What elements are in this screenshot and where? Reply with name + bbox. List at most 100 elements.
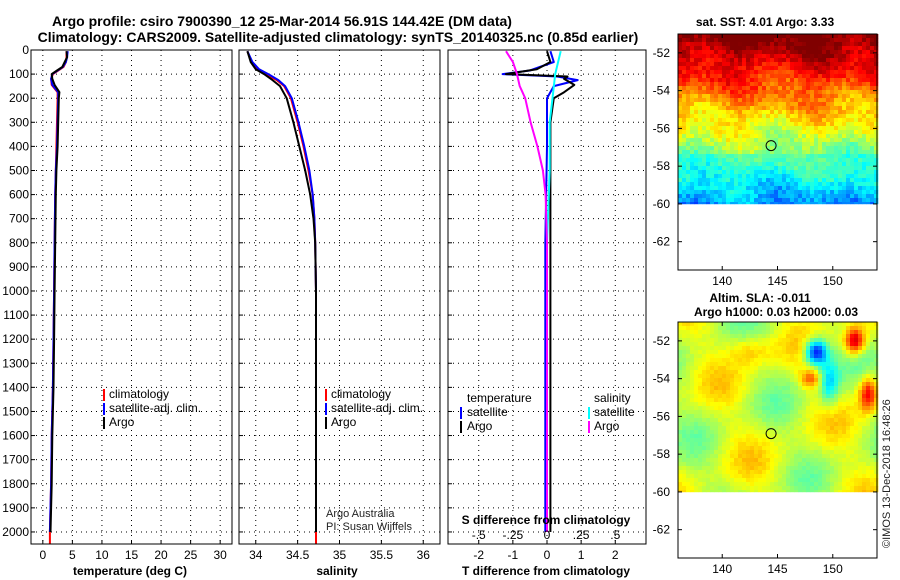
heatmap-cell bbox=[870, 186, 875, 191]
heatmap-cell bbox=[726, 138, 731, 143]
heatmap-cell bbox=[774, 442, 779, 447]
heatmap-cell bbox=[770, 34, 775, 39]
heatmap-cell bbox=[782, 182, 787, 187]
series-line-temperature-argo bbox=[505, 50, 576, 532]
heatmap-cell bbox=[774, 418, 779, 423]
heatmap-cell bbox=[790, 406, 795, 411]
heatmap-cell bbox=[818, 334, 823, 339]
heatmap-cell bbox=[842, 178, 847, 183]
heatmap-cell bbox=[850, 38, 855, 43]
heatmap-cell bbox=[690, 154, 695, 159]
heatmap-cell bbox=[722, 34, 727, 39]
heatmap-cell bbox=[818, 482, 823, 487]
heatmap-cell bbox=[778, 354, 783, 359]
heatmap-cell bbox=[790, 442, 795, 447]
heatmap-cell bbox=[738, 346, 743, 351]
heatmap-cell bbox=[790, 202, 795, 205]
heatmap-cell bbox=[734, 450, 739, 455]
heatmap-cell bbox=[798, 106, 803, 111]
heatmap-cell bbox=[734, 66, 739, 71]
heatmap-cell bbox=[742, 86, 747, 91]
heatmap-cell bbox=[802, 98, 807, 103]
heatmap-cell bbox=[730, 486, 735, 491]
heatmap-cell bbox=[874, 474, 879, 479]
heatmap-cell bbox=[810, 478, 815, 483]
heatmap-cell bbox=[702, 490, 707, 493]
heatmap-cell bbox=[806, 66, 811, 71]
heatmap-cell bbox=[730, 490, 735, 493]
heatmap-cell bbox=[686, 426, 691, 431]
heatmap-cell bbox=[690, 142, 695, 147]
heatmap-cell bbox=[838, 338, 843, 343]
heatmap-cell bbox=[850, 434, 855, 439]
heatmap-cell bbox=[806, 130, 811, 135]
heatmap-cell bbox=[710, 402, 715, 407]
heatmap-cell bbox=[818, 58, 823, 63]
heatmap-cell bbox=[822, 350, 827, 355]
heatmap-cell bbox=[702, 338, 707, 343]
heatmap-cell bbox=[862, 358, 867, 363]
heatmap-cell bbox=[710, 138, 715, 143]
heatmap-cell bbox=[774, 118, 779, 123]
heatmap-cell bbox=[794, 58, 799, 63]
heatmap-cell bbox=[866, 78, 871, 83]
heatmap-cell bbox=[758, 70, 763, 75]
heatmap-cell bbox=[806, 338, 811, 343]
xtick-label: 30 bbox=[213, 548, 227, 562]
heatmap-cell bbox=[714, 114, 719, 119]
heatmap-cell bbox=[862, 470, 867, 475]
heatmap-cell bbox=[754, 350, 759, 355]
heatmap-cell bbox=[806, 346, 811, 351]
heatmap-cell bbox=[774, 90, 779, 95]
heatmap-cell bbox=[806, 470, 811, 475]
heatmap-cell bbox=[694, 154, 699, 159]
heatmap-cell bbox=[686, 386, 691, 391]
heatmap-cell bbox=[778, 138, 783, 143]
heatmap-cell bbox=[734, 458, 739, 463]
heatmap-cell bbox=[774, 162, 779, 167]
heatmap-cell bbox=[802, 422, 807, 427]
heatmap-cell bbox=[858, 78, 863, 83]
heatmap-cell bbox=[678, 46, 683, 51]
heatmap-cell bbox=[766, 154, 771, 159]
heatmap-cell bbox=[690, 378, 695, 383]
heatmap-cell bbox=[702, 170, 707, 175]
heatmap-cell bbox=[822, 142, 827, 147]
heatmap-cell bbox=[770, 386, 775, 391]
top-xtick-label: -.5 bbox=[472, 528, 486, 542]
heatmap-cell bbox=[854, 170, 859, 175]
heatmap-cell bbox=[754, 422, 759, 427]
heatmap-cell bbox=[730, 130, 735, 135]
heatmap-cell bbox=[862, 458, 867, 463]
heatmap-cell bbox=[826, 450, 831, 455]
heatmap-cell bbox=[842, 98, 847, 103]
heatmap-cell bbox=[790, 190, 795, 195]
heatmap-cell bbox=[762, 374, 767, 379]
heatmap-cell bbox=[778, 326, 783, 331]
heatmap-cell bbox=[802, 486, 807, 491]
heatmap-cell bbox=[822, 418, 827, 423]
heatmap-cell bbox=[782, 178, 787, 183]
heatmap-cell bbox=[822, 438, 827, 443]
heatmap-cell bbox=[794, 422, 799, 427]
heatmap-cell bbox=[794, 182, 799, 187]
heatmap-cell bbox=[746, 474, 751, 479]
heatmap-cell bbox=[850, 478, 855, 483]
heatmap-cell bbox=[870, 162, 875, 167]
heatmap-cell bbox=[742, 38, 747, 43]
heatmap-cell bbox=[714, 346, 719, 351]
heatmap-cell bbox=[850, 442, 855, 447]
heatmap-cell bbox=[746, 398, 751, 403]
heatmap-cell bbox=[770, 170, 775, 175]
heatmap-cell bbox=[834, 198, 839, 203]
heatmap-cell bbox=[710, 406, 715, 411]
heatmap-cell bbox=[866, 342, 871, 347]
heatmap-cell bbox=[874, 426, 879, 431]
heatmap-cell bbox=[814, 326, 819, 331]
heatmap-cell bbox=[678, 346, 683, 351]
heatmap-cell bbox=[806, 402, 811, 407]
heatmap-cell bbox=[794, 402, 799, 407]
heatmap-cell bbox=[794, 46, 799, 51]
heatmap-cell bbox=[782, 378, 787, 383]
